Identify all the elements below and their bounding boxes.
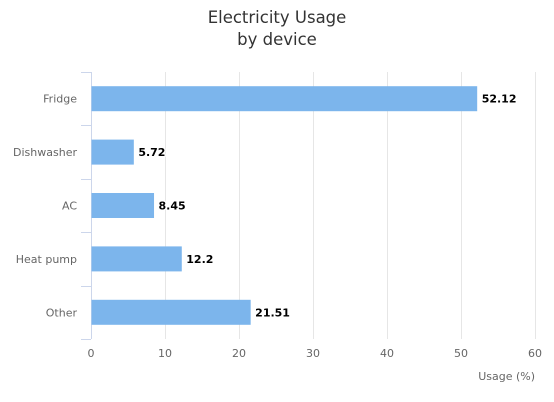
bar-ac[interactable] bbox=[91, 193, 155, 218]
x-tick-label: 30 bbox=[306, 347, 320, 360]
data-labels: 52.12 5.72 8.45 12.2 21.51 bbox=[137, 91, 518, 320]
bars bbox=[91, 86, 478, 325]
category-label-fridge: Fridge bbox=[43, 93, 77, 106]
chart-title: Electricity Usage by device bbox=[208, 8, 347, 49]
x-tick-label: 10 bbox=[158, 347, 172, 360]
category-label-other: Other bbox=[46, 306, 78, 319]
x-tick-label: 20 bbox=[232, 347, 246, 360]
bar-other[interactable] bbox=[91, 299, 251, 325]
bar-heat-pump[interactable] bbox=[91, 246, 182, 272]
category-labels: Fridge Dishwasher AC Heat pump Other bbox=[13, 93, 77, 320]
bar-fridge[interactable] bbox=[91, 86, 478, 112]
data-label-fridge: 52.12 bbox=[482, 93, 517, 106]
data-label-dishwasher: 5.72 bbox=[138, 146, 165, 159]
x-tick-label: 0 bbox=[88, 347, 95, 360]
category-label-dishwasher: Dishwasher bbox=[13, 146, 77, 159]
x-axis-title: Usage (%) bbox=[478, 370, 535, 383]
category-axis bbox=[81, 72, 92, 340]
category-label-heat-pump: Heat pump bbox=[16, 253, 77, 266]
value-axis-ticks: 0 10 20 30 40 50 60 bbox=[88, 347, 543, 360]
x-tick-label: 40 bbox=[380, 347, 394, 360]
grid-lines bbox=[165, 72, 536, 339]
data-label-ac: 8.45 bbox=[159, 200, 186, 213]
category-label-ac: AC bbox=[62, 200, 77, 213]
bar-dishwasher[interactable] bbox=[91, 139, 134, 165]
chart-title-line-1: Electricity Usage bbox=[208, 8, 347, 27]
x-tick-label: 50 bbox=[454, 347, 468, 360]
data-label-heat-pump: 12.2 bbox=[186, 253, 213, 266]
chart-title-line-2: by device bbox=[237, 30, 317, 49]
data-label-other: 21.51 bbox=[255, 306, 290, 319]
x-tick-label: 60 bbox=[528, 347, 542, 360]
